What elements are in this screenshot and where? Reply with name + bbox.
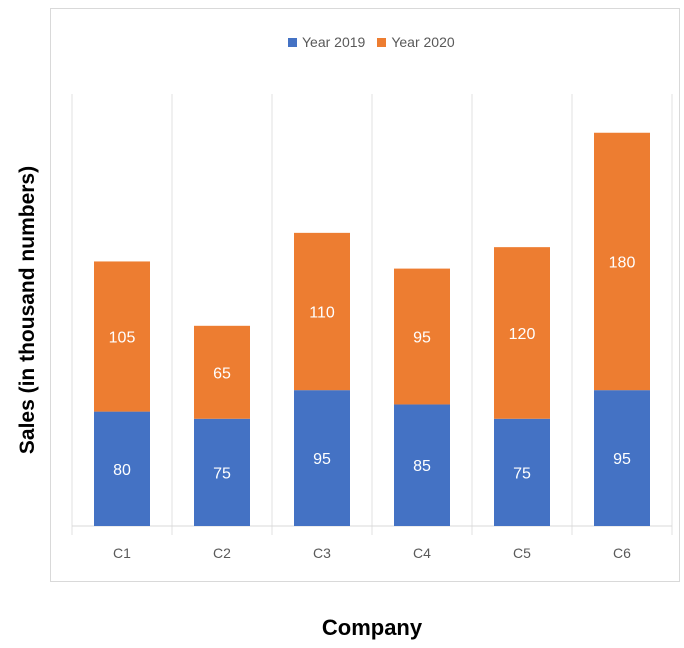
data-label-c2-series-1: 65 — [213, 365, 231, 382]
data-label-c3-series-0: 95 — [313, 451, 331, 468]
x-tick-label-c4: C4 — [413, 545, 431, 561]
legend-swatch-2019 — [288, 37, 297, 47]
x-tick-label-c5: C5 — [513, 545, 531, 561]
legend: Year 2019 Year 2020 — [288, 34, 455, 50]
data-label-c1-series-1: 105 — [109, 330, 136, 347]
chart-frame — [50, 8, 680, 582]
legend-item-2020: Year 2020 — [377, 34, 455, 50]
bar-c1-series-1 — [94, 261, 150, 412]
data-label-c1-series-0: 80 — [113, 462, 131, 479]
data-label-c4-series-1: 95 — [413, 330, 431, 347]
data-label-c6-series-1: 180 — [609, 254, 636, 271]
bar-c2-series-1 — [194, 325, 250, 419]
data-label-c2-series-0: 75 — [213, 465, 231, 482]
bar-c6-series-1 — [594, 132, 650, 391]
bar-c3-series-0 — [294, 390, 350, 526]
x-tick-label-c2: C2 — [213, 545, 231, 561]
bar-c2-series-0 — [194, 418, 250, 526]
x-tick-label-c6: C6 — [613, 545, 631, 561]
legend-label-2019: Year 2019 — [302, 34, 366, 50]
data-label-c4-series-0: 85 — [413, 458, 431, 475]
legend-item-2019: Year 2019 — [288, 34, 365, 50]
x-axis-title: Company — [321, 615, 423, 640]
bar-c5-series-1 — [494, 247, 550, 419]
bar-c4-series-0 — [394, 404, 450, 526]
data-label-c5-series-0: 75 — [513, 465, 531, 482]
legend-swatch-2020 — [377, 37, 387, 47]
bar-c6-series-0 — [594, 390, 650, 526]
data-label-c5-series-1: 120 — [509, 326, 536, 343]
x-tick-label-c1: C1 — [113, 545, 131, 561]
x-tick-label-c3: C3 — [313, 545, 331, 561]
data-label-c3-series-1: 110 — [309, 305, 335, 322]
bar-c4-series-1 — [394, 268, 450, 405]
data-label-c6-series-0: 95 — [613, 451, 631, 468]
bar-c5-series-0 — [494, 418, 550, 526]
bar-c3-series-1 — [294, 232, 350, 391]
legend-label-2020: Year 2020 — [391, 34, 455, 50]
bar-c1-series-0 — [94, 411, 150, 526]
